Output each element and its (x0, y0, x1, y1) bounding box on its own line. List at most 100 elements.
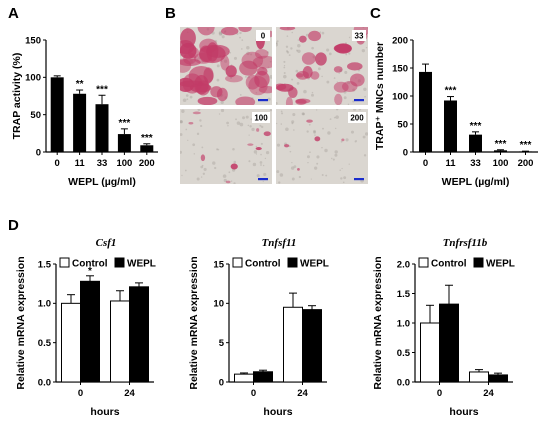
x-axis-title: hours (90, 406, 119, 418)
cell-speckle (229, 76, 233, 79)
cell-speckle (321, 31, 325, 35)
bar (283, 306, 303, 383)
x-tick-label: 200 (518, 158, 534, 169)
trap-positive-cell (315, 52, 327, 66)
cell-speckle (285, 45, 289, 48)
cell-speckle (286, 35, 289, 37)
trap-positive-cell (180, 58, 192, 73)
cell-speckle (355, 140, 357, 142)
micrograph-stain (180, 27, 272, 105)
bar (73, 93, 87, 152)
y-tick-label: 100 (25, 73, 41, 84)
cell-speckle (291, 31, 294, 34)
gene-title: Csf1 (96, 237, 117, 249)
cell-speckle (270, 77, 272, 80)
cell-speckle (216, 78, 220, 82)
cell-speckle (269, 109, 272, 112)
cell-speckle (220, 100, 224, 105)
micrograph-stain (276, 27, 368, 105)
cell-speckle (321, 146, 323, 149)
trap-positive-cell (247, 143, 254, 146)
cell-speckle (233, 56, 237, 60)
cell-speckle (283, 66, 286, 69)
trap-positive-cell (333, 81, 349, 93)
y-tick-label: 0.5 (38, 338, 52, 349)
x-tick-label: 24 (124, 388, 135, 399)
cell-speckle (281, 112, 284, 115)
cell-speckle (290, 47, 293, 50)
cell-speckle (363, 87, 367, 92)
trap-positive-cell (314, 136, 321, 142)
trap-positive-cell (349, 73, 365, 87)
micrograph-label-box (256, 30, 270, 41)
cell-speckle (342, 181, 345, 184)
trap-positive-cell (225, 180, 231, 184)
trap-positive-cell (188, 47, 200, 59)
cell-speckle (290, 166, 295, 170)
cell-speckle (218, 32, 223, 36)
trap-positive-cell (252, 55, 272, 69)
cell-speckle (246, 51, 250, 56)
trap-positive-cell (256, 128, 260, 132)
trap-positive-cell (295, 73, 304, 78)
micrograph-label: 0 (261, 32, 266, 41)
cell-speckle (267, 97, 271, 101)
cell-speckle (255, 145, 258, 148)
trap-positive-cell (333, 43, 352, 53)
bar (420, 322, 440, 383)
cell-speckle (314, 166, 318, 170)
x-tick-label: 11 (445, 158, 456, 169)
cell-speckle (293, 129, 295, 131)
cell-speckle (255, 91, 258, 94)
scale-bar (354, 178, 364, 181)
y-tick-label: 5 (219, 338, 225, 349)
cell-speckle (283, 64, 286, 67)
trap-positive-cell (279, 27, 296, 31)
micrograph-label: 33 (355, 32, 364, 41)
cell-speckle (319, 31, 322, 33)
trap-positive-cell (188, 122, 194, 125)
cell-speckle (334, 150, 338, 154)
y-axis-title: Relative mRNA expression (372, 256, 384, 389)
trap-positive-cell (189, 83, 212, 93)
trap-positive-cell (230, 163, 238, 170)
x-tick-label: 24 (483, 388, 494, 399)
bar (469, 134, 482, 152)
micrograph-100: 100 (180, 109, 272, 184)
cell-speckle (248, 134, 250, 136)
cell-speckle (334, 127, 337, 130)
cell-speckle (326, 48, 330, 52)
cell-speckle (302, 112, 305, 116)
cell-speckle (298, 175, 301, 179)
x-tick-label: 11 (75, 158, 86, 169)
bar (95, 104, 109, 152)
panel-letter-c: C (370, 5, 381, 22)
cell-speckle (336, 81, 338, 83)
bar (444, 100, 457, 152)
cell-speckle (322, 127, 324, 130)
y-tick-label: 150 (392, 63, 408, 74)
cell-speckle (364, 95, 366, 98)
cell-speckle (311, 91, 314, 94)
cell-speckle (265, 150, 270, 155)
cell-speckle (286, 51, 290, 54)
cell-speckle (340, 102, 342, 104)
cell-speckle (280, 110, 283, 113)
cell-speckle (228, 171, 231, 174)
cell-speckle (363, 154, 367, 157)
x-tick-label: 24 (297, 388, 308, 399)
cell-speckle (305, 33, 309, 37)
legend-label-wepl: WEPL (127, 259, 156, 270)
y-tick-label: 1.5 (38, 259, 52, 270)
cell-speckle (200, 165, 204, 169)
bar (469, 371, 489, 383)
trap-positive-cell (200, 154, 206, 162)
cell-speckle (326, 80, 330, 84)
cell-speckle (335, 115, 339, 119)
y-tick-label: 50 (30, 110, 41, 121)
cell-speckle (248, 160, 251, 163)
cell-speckle (196, 132, 200, 136)
bar (494, 150, 507, 152)
y-axis-title: Relative mRNA expression (188, 256, 200, 389)
cell-speckle (347, 103, 350, 105)
